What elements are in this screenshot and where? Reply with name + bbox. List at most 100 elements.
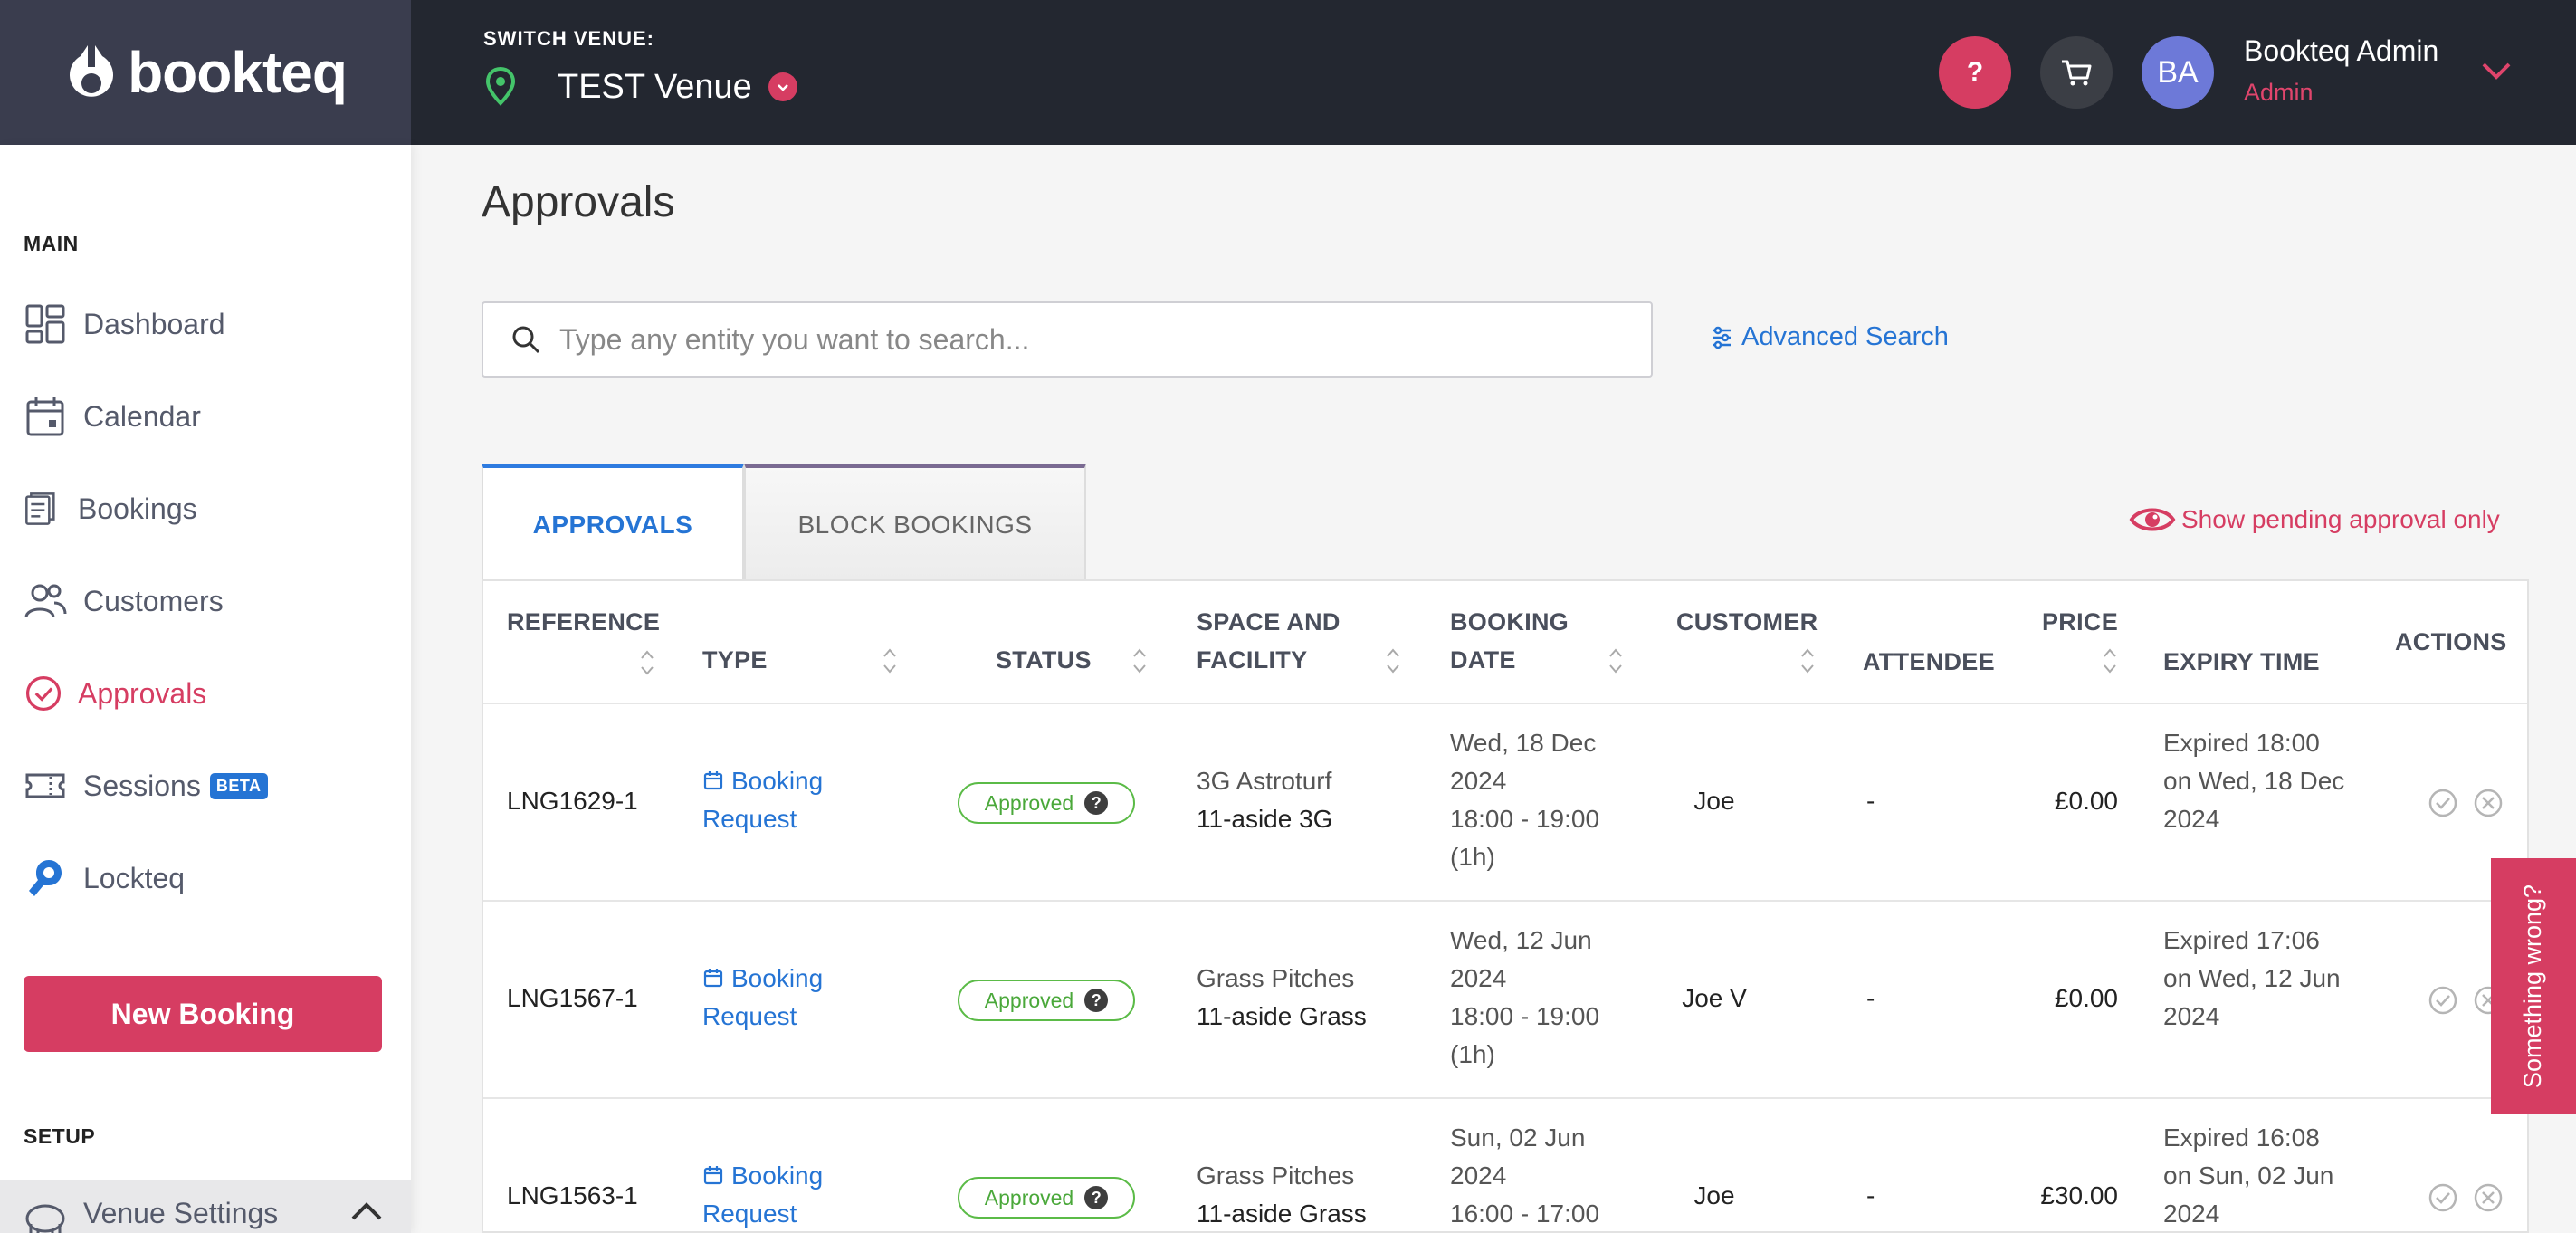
tab-approvals[interactable]: APPROVALS	[482, 464, 744, 581]
sort-icon[interactable]	[1131, 645, 1148, 677]
cell-facility: 11-aside Grass	[1197, 1002, 1367, 1030]
sidebar-section-setup: SETUP	[24, 1124, 96, 1148]
approve-icon[interactable]	[2428, 985, 2458, 1016]
venue-settings-icon	[25, 1204, 65, 1233]
table-row[interactable]: LNG1567-1 Booking Request Approved ? Gra…	[483, 900, 2527, 1097]
beta-badge: BETA	[209, 772, 268, 799]
sort-icon[interactable]	[882, 645, 898, 677]
sidebar-item-label: Venue Settings	[83, 1197, 279, 1229]
status-badge: Approved ?	[958, 980, 1135, 1021]
cell-price: £30.00	[2040, 1181, 2118, 1209]
user-name: Bookteq Admin	[2244, 34, 2439, 67]
cell-customer: Joe	[1693, 1181, 1735, 1209]
cell-space: 3G Astroturf	[1197, 767, 1332, 795]
top-bar: bookteq SWITCH VENUE: TEST Venue ? BA Bo…	[0, 0, 2576, 145]
header-status[interactable]: STATUS	[996, 646, 1092, 674]
cell-expiry: Expired 17:06 on Wed, 12 Jun 2024	[2163, 922, 2341, 1036]
date-line: 18:00 - 19:00	[1450, 1002, 1600, 1030]
advanced-search-link[interactable]: Advanced Search	[1711, 322, 1949, 352]
reject-icon[interactable]	[2473, 1182, 2504, 1213]
header-reference[interactable]: REFERENCE	[507, 608, 661, 636]
show-pending-toggle[interactable]: Show pending approval only	[2129, 502, 2500, 538]
question-icon[interactable]: ?	[1084, 989, 1109, 1012]
header-booking-date[interactable]: BOOKING DATE	[1450, 603, 1569, 679]
expiry-line: 2024	[2163, 1200, 2220, 1228]
help-button[interactable]: ?	[1939, 36, 2011, 109]
sidebar: MAIN Dashboard Calendar Bookings Custome…	[0, 145, 411, 1233]
user-menu-chevron-icon[interactable]	[2480, 60, 2513, 81]
sidebar-item-sessions[interactable]: Sessions BETA	[24, 759, 268, 813]
cell-type-link[interactable]: Booking Request	[702, 762, 823, 838]
sort-icon[interactable]	[1385, 645, 1401, 677]
sidebar-item-label: Customers	[83, 584, 224, 617]
sidebar-item-calendar[interactable]: Calendar	[24, 389, 201, 444]
date-line: Wed, 12 Jun	[1450, 926, 1592, 954]
date-line: 2024	[1450, 1161, 1507, 1190]
cell-space: Grass Pitches	[1197, 1161, 1355, 1190]
sidebar-item-label: Calendar	[83, 399, 201, 433]
sidebar-item-lockteq[interactable]: Lockteq	[24, 851, 185, 905]
eye-icon	[2129, 508, 2176, 531]
cell-expiry: Expired 18:00 on Wed, 18 Dec 2024	[2163, 724, 2344, 838]
tab-block-bookings[interactable]: BLOCK BOOKINGS	[744, 464, 1086, 581]
chevron-down-icon[interactable]	[768, 72, 797, 101]
cell-booking-date: Wed, 12 Jun 2024 18:00 - 19:00 (1h)	[1450, 922, 1599, 1074]
cell-type-link[interactable]: Booking Request	[702, 1157, 823, 1231]
header-customer[interactable]: CUSTOMER	[1676, 608, 1818, 636]
sidebar-item-dashboard[interactable]: Dashboard	[24, 297, 225, 351]
sidebar-item-customers[interactable]: Customers	[24, 574, 224, 628]
question-icon[interactable]: ?	[1084, 791, 1109, 815]
sort-icon[interactable]	[2102, 645, 2118, 677]
chevron-up-icon[interactable]	[349, 1200, 384, 1222]
sessions-icon	[25, 773, 65, 798]
approve-icon[interactable]	[2428, 788, 2458, 818]
sidebar-item-label: Lockteq	[83, 861, 186, 894]
calendar-icon	[703, 969, 723, 988]
question-icon[interactable]: ?	[1084, 1186, 1109, 1209]
venue-switcher: SWITCH VENUE: TEST Venue	[483, 27, 797, 109]
expiry-line: Expired 18:00	[2163, 729, 2320, 757]
table-row[interactable]: LNG1629-1 Booking Request Approved ? 3G …	[483, 703, 2527, 900]
date-line: (1h)	[1450, 843, 1495, 871]
sidebar-item-venue-settings[interactable]: Venue Settings	[0, 1180, 411, 1233]
header-space-facility[interactable]: SPACE AND FACILITY	[1197, 603, 1340, 679]
lockteq-icon	[29, 860, 62, 896]
sidebar-item-approvals[interactable]: Approvals	[24, 666, 206, 721]
feedback-label: Something wrong?	[2519, 884, 2547, 1088]
cart-button[interactable]	[2040, 36, 2113, 109]
feedback-tab[interactable]: Something wrong?	[2491, 858, 2576, 1114]
table-row[interactable]: LNG1563-1 Booking Request Approved ? Gra…	[483, 1097, 2527, 1231]
date-line: 2024	[1450, 964, 1507, 992]
type-line2: Request	[702, 1002, 797, 1030]
cell-customer: Joe	[1693, 787, 1735, 815]
venue-name: TEST Venue	[558, 67, 752, 106]
expiry-line: on Sun, 02 Jun	[2163, 1161, 2334, 1190]
status-badge: Approved ?	[958, 782, 1135, 824]
user-menu[interactable]: Bookteq Admin Admin	[2244, 34, 2438, 107]
search-input[interactable]	[559, 322, 1627, 357]
avatar[interactable]: BA	[2142, 36, 2214, 109]
cell-reference: LNG1567-1	[507, 984, 638, 1012]
sidebar-item-bookings[interactable]: Bookings	[24, 482, 197, 536]
cart-icon	[2062, 60, 2092, 86]
cell-type-link[interactable]: Booking Request	[702, 960, 823, 1036]
header-type[interactable]: TYPE	[702, 646, 768, 674]
search-box[interactable]	[482, 301, 1653, 378]
calendar-icon	[703, 771, 723, 790]
approve-icon[interactable]	[2428, 1182, 2458, 1213]
header-attendee: ATTENDEE	[1863, 648, 1995, 675]
sort-icon[interactable]	[639, 646, 655, 679]
expiry-line: 2024	[2163, 805, 2220, 833]
sort-icon[interactable]	[1608, 645, 1624, 677]
dashboard-icon	[25, 304, 65, 344]
reject-icon[interactable]	[2473, 788, 2504, 818]
calendar-icon	[703, 1166, 723, 1185]
location-pin-icon	[485, 66, 516, 106]
header-price[interactable]: PRICE	[2042, 608, 2119, 636]
expiry-line: on Wed, 18 Dec	[2163, 767, 2345, 795]
brand-logo[interactable]: bookteq	[0, 0, 411, 145]
sort-icon[interactable]	[1799, 645, 1816, 677]
new-booking-button[interactable]: New Booking	[24, 976, 382, 1052]
venue-selector[interactable]: TEST Venue	[483, 65, 797, 109]
header-actions: ACTIONS	[2395, 628, 2507, 655]
